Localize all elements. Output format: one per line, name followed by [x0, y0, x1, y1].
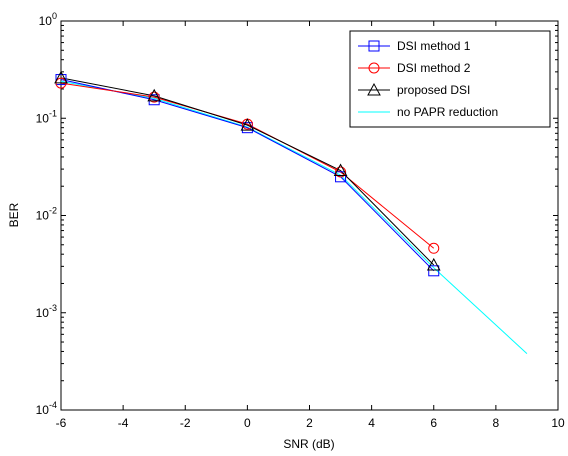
series-line-3	[60, 77, 435, 266]
series-1-point	[55, 74, 67, 86]
x-tick-label: -6	[56, 416, 67, 430]
legend-label-2: DSI method 2	[397, 61, 471, 75]
series-3-point	[147, 88, 162, 102]
x-tick-label: 10	[551, 416, 565, 430]
series-3-point	[54, 70, 68, 84]
series-3-point	[426, 257, 441, 271]
y-tick-label: 100	[39, 11, 57, 28]
series-line-4	[60, 80, 528, 354]
x-tick-label: 2	[306, 416, 313, 430]
y-tick-label: 10-1	[36, 108, 57, 125]
series-2-point	[428, 242, 440, 254]
legend-label-3: proposed DSI	[397, 83, 470, 97]
series-markers	[54, 70, 441, 277]
x-tick-label: 6	[430, 416, 437, 430]
x-axis-label: SNR (dB)	[283, 437, 334, 451]
series-2-point	[335, 166, 347, 178]
axis-ticks	[60, 20, 559, 411]
legend-marker-2	[368, 62, 380, 74]
series-lines	[60, 77, 528, 354]
legend-marker-3	[367, 82, 381, 96]
tick-labels: -6 -4 -2 0 2 4 6 8 10 100 10-1 10-2 10-3 10-4	[36, 11, 565, 430]
legend-box	[349, 30, 551, 128]
x-tick-label: 0	[244, 416, 251, 430]
series-1-point	[428, 265, 440, 277]
legend-label-1: DSI method 1	[397, 39, 471, 53]
legend-label-4: no PAPR reduction	[397, 105, 498, 119]
x-tick-label: -4	[118, 416, 129, 430]
series-line-2	[60, 82, 435, 249]
legend-marker-1	[368, 40, 380, 52]
series-2-point	[148, 91, 160, 103]
y-tick-label: 10-2	[36, 206, 57, 223]
x-tick-label: -2	[180, 416, 191, 430]
x-tick-label: 8	[493, 416, 500, 430]
y-axis-label: BER	[7, 202, 21, 227]
legend: DSI method 1 DSI method 2 proposed DSI no P…	[349, 30, 551, 128]
series-3-point	[333, 163, 348, 177]
series-line-1	[60, 79, 435, 272]
x-tick-label: 4	[368, 416, 375, 430]
y-tick-label: 10-3	[36, 303, 57, 320]
series-3-point	[240, 118, 255, 131]
series-1-point	[335, 171, 347, 183]
y-tick-label: 10-4	[36, 400, 57, 417]
